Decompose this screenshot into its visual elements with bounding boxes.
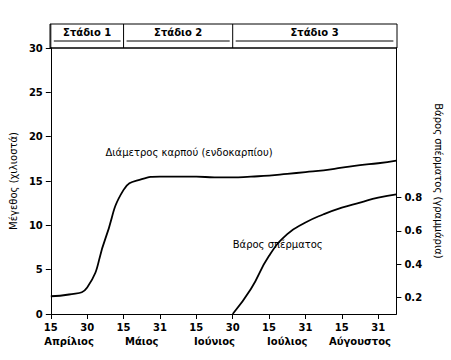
svg-text:Διάμετρος καρπού (ενδοκαρπίου): Διάμετρος καρπού (ενδοκαρπίου): [105, 147, 272, 158]
svg-text:15: 15: [335, 322, 349, 333]
svg-text:25: 25: [29, 87, 43, 98]
svg-text:15: 15: [189, 322, 203, 333]
svg-text:31: 31: [153, 322, 167, 333]
svg-text:0.2: 0.2: [404, 292, 422, 303]
svg-text:5: 5: [36, 264, 43, 275]
svg-text:30: 30: [80, 322, 94, 333]
svg-text:Μάιος: Μάιος: [125, 336, 159, 347]
svg-text:Αύγουστος: Αύγουστος: [329, 336, 391, 347]
svg-text:15: 15: [44, 322, 58, 333]
svg-text:15: 15: [117, 322, 131, 333]
svg-text:15: 15: [29, 176, 43, 187]
svg-text:Ιούνιος: Ιούνιος: [194, 336, 235, 347]
svg-text:20: 20: [29, 131, 43, 142]
svg-text:Μέγεθος (χιλιοστά): Μέγεθος (χιλιοστά): [8, 132, 19, 230]
svg-text:Ιούλιος: Ιούλιος: [267, 336, 307, 347]
svg-text:30: 30: [29, 43, 43, 54]
svg-text:0.6: 0.6: [404, 225, 422, 236]
svg-text:0.4: 0.4: [404, 259, 422, 270]
svg-text:Στάδιο 1: Στάδιο 1: [63, 27, 111, 38]
svg-text:31: 31: [371, 322, 385, 333]
svg-text:0: 0: [36, 309, 43, 320]
svg-text:Απρίλιος: Απρίλιος: [44, 336, 94, 347]
svg-text:30: 30: [226, 322, 240, 333]
svg-text:15: 15: [262, 322, 276, 333]
svg-text:0.8: 0.8: [404, 192, 422, 203]
svg-text:Στάδιο 3: Στάδιο 3: [290, 27, 338, 38]
svg-text:Στάδιο 2: Στάδιο 2: [154, 27, 202, 38]
svg-text:Βάρος σπέρματος: Βάρος σπέρματος: [232, 238, 323, 250]
svg-text:10: 10: [29, 220, 43, 231]
svg-text:Βάρος σπέρματος (γραμμάρια): Βάρος σπέρματος (γραμμάρια): [433, 103, 444, 259]
svg-text:31: 31: [298, 322, 312, 333]
